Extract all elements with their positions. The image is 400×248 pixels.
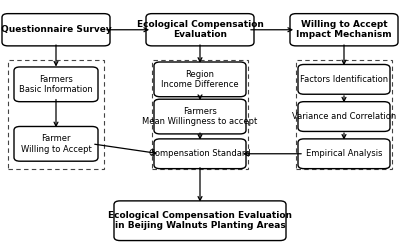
FancyBboxPatch shape <box>298 64 390 94</box>
FancyBboxPatch shape <box>154 99 246 134</box>
Text: Ecological Compensation Evaluation
in Beijing Walnuts Planting Areas: Ecological Compensation Evaluation in Be… <box>108 211 292 230</box>
FancyBboxPatch shape <box>298 102 390 131</box>
FancyBboxPatch shape <box>14 67 98 102</box>
Text: Compensation Standard: Compensation Standard <box>149 149 251 158</box>
Text: Region
Income Difference: Region Income Difference <box>161 70 239 89</box>
Text: Questionnaire Survey: Questionnaire Survey <box>1 25 111 34</box>
FancyBboxPatch shape <box>114 201 286 241</box>
Bar <box>8 60 104 169</box>
Bar <box>296 60 392 169</box>
Text: Variance and Correlation: Variance and Correlation <box>292 112 396 121</box>
FancyBboxPatch shape <box>298 139 390 169</box>
FancyBboxPatch shape <box>14 126 98 161</box>
Text: Factors Identification: Factors Identification <box>300 75 388 84</box>
Text: Farmer
Willing to Accept: Farmer Willing to Accept <box>21 134 91 154</box>
Text: Willing to Accept
Impact Mechanism: Willing to Accept Impact Mechanism <box>296 20 392 39</box>
FancyBboxPatch shape <box>146 14 254 46</box>
FancyBboxPatch shape <box>154 62 246 97</box>
FancyBboxPatch shape <box>290 14 398 46</box>
Text: Ecological Compensation
Evaluation: Ecological Compensation Evaluation <box>136 20 264 39</box>
Bar <box>152 60 248 169</box>
FancyBboxPatch shape <box>2 14 110 46</box>
Text: Empirical Analysis: Empirical Analysis <box>306 149 382 158</box>
Text: Farmers
Basic Information: Farmers Basic Information <box>19 75 93 94</box>
FancyBboxPatch shape <box>154 139 246 169</box>
Text: Farmers
Mean Willingness to accept: Farmers Mean Willingness to accept <box>142 107 258 126</box>
